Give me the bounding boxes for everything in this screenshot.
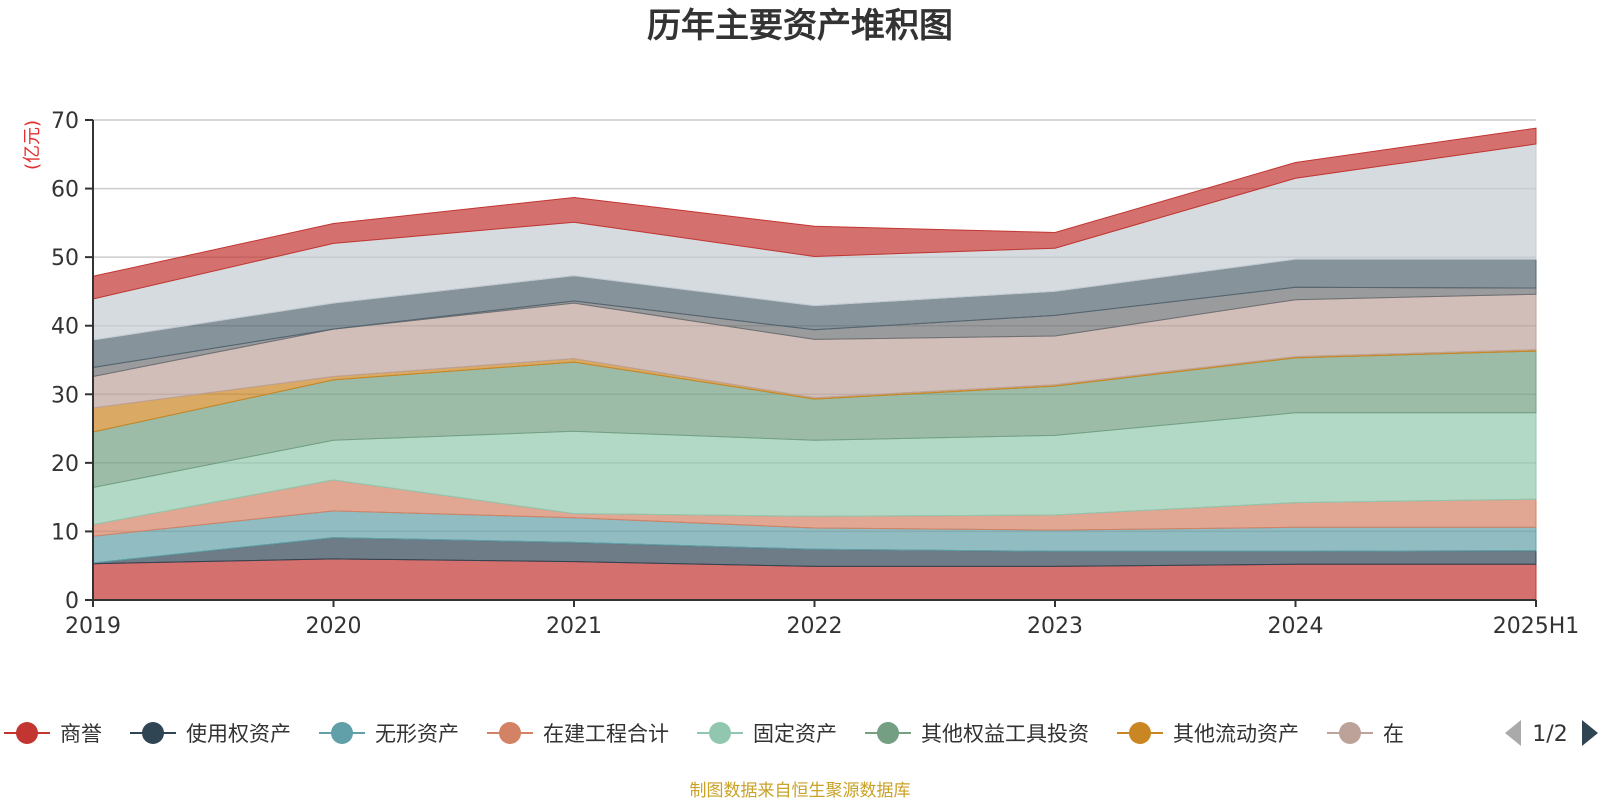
y-tick-label-7: 70	[51, 109, 79, 134]
legend-label-4: 固定资产	[753, 722, 837, 746]
legend-marker-7	[1339, 722, 1361, 744]
legend: 商誉 使用权资产 无形资产 在建工程合计 固定资产 其他权益工具投资 其他流动资产 在	[4, 722, 1404, 746]
y-axis-unit-label: (亿元)	[22, 120, 43, 170]
x-tick-label-2: 2021	[546, 614, 602, 639]
legend-prev-page-icon[interactable]	[1505, 720, 1521, 746]
area-series	[92, 127, 1537, 601]
legend-label-5: 其他权益工具投资	[921, 722, 1089, 746]
x-tick-label-5: 2024	[1268, 614, 1324, 639]
legend-marker-5	[877, 722, 899, 744]
x-tick-label-1: 2020	[306, 614, 362, 639]
x-axis-ticks: 2019 2020 2021 2022 2023 2024 2025H1	[65, 600, 1579, 639]
legend-marker-4	[709, 722, 731, 744]
legend-marker-2	[331, 722, 353, 744]
y-tick-label-4: 40	[51, 315, 79, 340]
legend-label-2: 无形资产	[375, 722, 459, 746]
y-tick-label-1: 10	[51, 520, 79, 545]
legend-label-6: 其他流动资产	[1173, 722, 1299, 746]
legend-item-6[interactable]: 其他流动资产	[1117, 722, 1299, 746]
y-tick-label-0: 0	[65, 589, 79, 614]
x-tick-label-4: 2023	[1027, 614, 1083, 639]
legend-marker-0	[16, 722, 38, 744]
x-tick-label-3: 2022	[787, 614, 843, 639]
legend-page-indicator: 1/2	[1532, 722, 1567, 747]
legend-label-0: 商誉	[60, 722, 102, 746]
legend-item-2[interactable]: 无形资产	[319, 722, 459, 746]
x-tick-label-0: 2019	[65, 614, 121, 639]
y-axis-ticks: 0 10 20 30 40 50 60 70	[51, 109, 93, 614]
legend-next-page-icon[interactable]	[1582, 720, 1598, 746]
source-note: 制图数据来自恒生聚源数据库	[690, 781, 911, 800]
legend-item-1[interactable]: 使用权资产	[130, 722, 291, 746]
legend-label-1: 使用权资产	[186, 722, 291, 746]
legend-item-4[interactable]: 固定资产	[697, 722, 837, 746]
legend-item-0[interactable]: 商誉	[4, 722, 102, 746]
legend-item-7[interactable]: 在	[1327, 722, 1404, 746]
legend-item-5[interactable]: 其他权益工具投资	[865, 722, 1089, 746]
chart-title: 历年主要资产堆积图	[647, 6, 953, 46]
legend-marker-6	[1129, 722, 1151, 744]
area-series-11	[92, 127, 1537, 300]
y-tick-label-3: 30	[51, 383, 79, 408]
legend-pager: 1/2	[1505, 720, 1598, 747]
legend-label-7: 在	[1383, 722, 1404, 746]
legend-item-3[interactable]: 在建工程合计	[487, 722, 669, 746]
legend-label-3: 在建工程合计	[543, 722, 669, 746]
x-tick-label-6: 2025H1	[1493, 614, 1580, 639]
legend-marker-1	[142, 722, 164, 744]
y-tick-label-6: 60	[51, 178, 79, 203]
y-tick-label-5: 50	[51, 246, 79, 271]
legend-marker-3	[499, 722, 521, 744]
y-tick-label-2: 20	[51, 452, 79, 477]
